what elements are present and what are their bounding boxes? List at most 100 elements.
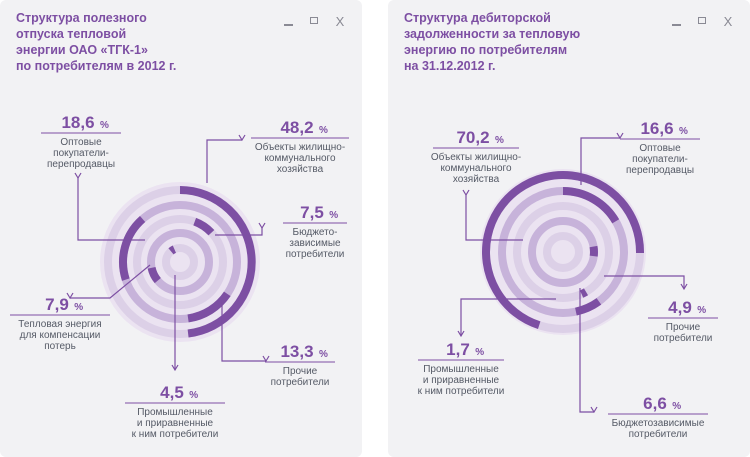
category-label: Объекты жилищно- bbox=[431, 151, 521, 163]
category-label: покупатели- bbox=[53, 148, 109, 159]
data-value-label: 4,5 bbox=[160, 383, 184, 402]
category-label: Оптовые bbox=[60, 137, 102, 148]
unit-label: % bbox=[475, 347, 484, 358]
category-label: потребители bbox=[629, 428, 688, 440]
category-label: коммунального bbox=[440, 163, 512, 174]
leader-line bbox=[579, 288, 594, 413]
leader-line bbox=[215, 228, 263, 236]
category-label: Промышленные bbox=[137, 407, 213, 418]
leader-arrow-icon bbox=[680, 283, 688, 291]
data-arc bbox=[147, 266, 162, 284]
category-label: потребители bbox=[286, 248, 345, 260]
background-ring bbox=[162, 244, 198, 280]
leader-arrow-icon bbox=[590, 406, 598, 414]
leader-arrow-icon bbox=[66, 292, 74, 300]
leader-arrow-icon bbox=[171, 364, 179, 372]
leader-arrow-icon bbox=[262, 355, 270, 363]
data-arc bbox=[562, 187, 620, 224]
category-label: потерь bbox=[44, 341, 76, 352]
leader-arrow-icon bbox=[74, 172, 82, 180]
category-label: к ним потребители bbox=[132, 428, 219, 440]
category-label: покупатели- bbox=[632, 154, 688, 165]
category-label: коммунального bbox=[264, 153, 336, 164]
data-arc bbox=[579, 288, 589, 298]
leader-arrow-icon bbox=[462, 189, 470, 197]
right-chart-title: Структура дебиторской задолженности за т… bbox=[404, 11, 581, 73]
data-value-label: 7,5 bbox=[300, 203, 324, 222]
leader-line bbox=[604, 275, 685, 289]
category-label: зависимые bbox=[289, 238, 341, 249]
data-value-label: 1,7 bbox=[446, 340, 470, 359]
data-value-label: 7,9 bbox=[45, 295, 69, 314]
leader-arrow-icon bbox=[616, 132, 624, 140]
category-label: к ним потребители bbox=[418, 385, 505, 397]
category-label: Бюджето- bbox=[293, 227, 338, 238]
unit-label: % bbox=[319, 349, 328, 360]
restore-icon[interactable] bbox=[694, 15, 710, 29]
unit-label: % bbox=[100, 120, 109, 131]
data-value-label: 6,6 bbox=[643, 394, 667, 413]
category-label: Бюджетозависимые bbox=[612, 418, 705, 429]
right-radial-chart: 70,2 % Объекты жилищно-коммунальногохозяйс… bbox=[418, 119, 718, 440]
minimize-icon[interactable] bbox=[280, 15, 296, 29]
data-value-label: 48,2 bbox=[280, 118, 313, 137]
minimize-icon[interactable] bbox=[668, 15, 684, 29]
category-label: Промышленные bbox=[423, 364, 499, 375]
left-chart-title: Структура полезного отпуска тепловой эне… bbox=[16, 11, 177, 73]
data-arc bbox=[119, 215, 146, 281]
category-label: хозяйства bbox=[277, 164, 324, 175]
unit-label: % bbox=[495, 135, 504, 146]
data-arc bbox=[168, 245, 177, 255]
background-ring bbox=[133, 215, 227, 309]
data-arc bbox=[193, 217, 215, 236]
category-label: Прочие bbox=[666, 322, 701, 333]
leader-arrow-icon bbox=[457, 330, 465, 338]
data-value-label: 13,3 bbox=[280, 342, 313, 361]
unit-label: % bbox=[329, 210, 338, 221]
category-label: Тепловая энергия bbox=[18, 319, 101, 330]
category-label: для компенсации bbox=[20, 330, 101, 341]
leader-line bbox=[77, 178, 145, 241]
leader-arrow-icon bbox=[238, 134, 246, 142]
data-arc bbox=[179, 186, 256, 338]
data-value-label: 70,2 bbox=[456, 128, 489, 147]
category-label: и приравненные bbox=[423, 375, 500, 386]
category-label: потребители bbox=[271, 376, 330, 388]
category-label: хозяйства bbox=[453, 174, 500, 185]
unit-label: % bbox=[697, 305, 706, 316]
close-icon[interactable]: X bbox=[723, 14, 733, 29]
unit-label: % bbox=[74, 302, 83, 313]
category-label: Объекты жилищно- bbox=[255, 141, 345, 153]
data-value-label: 4,9 bbox=[668, 298, 692, 317]
leader-line bbox=[70, 264, 151, 299]
unit-label: % bbox=[672, 401, 681, 412]
right-window-controls: X bbox=[668, 15, 736, 29]
left-chart-panel: Структура полезного отпуска тепловой эне… bbox=[0, 0, 362, 457]
data-arc bbox=[574, 298, 602, 316]
category-label: Прочие bbox=[283, 366, 318, 377]
data-arc bbox=[187, 291, 231, 323]
right-chart-panel: Структура дебиторской задолженности за т… bbox=[388, 0, 750, 457]
leader-line bbox=[580, 137, 620, 185]
background-ring bbox=[543, 232, 583, 272]
close-icon[interactable]: X bbox=[335, 14, 345, 29]
leader-line bbox=[465, 195, 523, 241]
unit-label: % bbox=[189, 390, 198, 401]
restore-icon[interactable] bbox=[306, 15, 322, 29]
category-label: потребители bbox=[654, 332, 713, 344]
category-label: Оптовые bbox=[639, 143, 681, 154]
leader-arrow-icon bbox=[258, 222, 266, 230]
category-label: перепродавцы bbox=[626, 165, 694, 176]
data-arc bbox=[482, 170, 645, 330]
category-label: и приравненные bbox=[137, 418, 214, 429]
background-ring bbox=[147, 229, 213, 295]
leader-line bbox=[460, 298, 556, 336]
unit-label: % bbox=[679, 126, 688, 137]
leader-line bbox=[206, 139, 242, 183]
background-ring bbox=[513, 202, 613, 302]
left-window-controls: X bbox=[280, 15, 348, 29]
unit-label: % bbox=[319, 125, 328, 136]
leader-line bbox=[221, 300, 266, 362]
data-value-label: 18,6 bbox=[61, 113, 94, 132]
